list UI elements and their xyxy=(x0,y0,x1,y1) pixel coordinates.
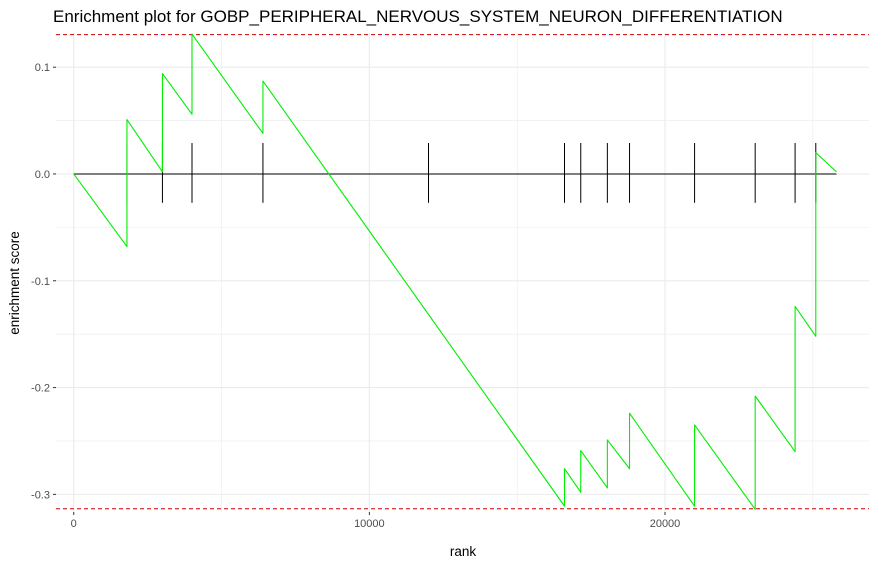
y-tick-label: -0.2 xyxy=(31,383,50,395)
y-axis-ticks: 0.1 0.0 -0.1 -0.2 -0.3 xyxy=(31,62,56,501)
y-tick-label: -0.3 xyxy=(31,489,50,501)
y-tick-label: 0.0 xyxy=(35,169,50,181)
x-tick-label: 10000 xyxy=(354,518,385,530)
y-axis-title: enrichment score xyxy=(7,231,22,335)
running-score-curve xyxy=(73,33,837,510)
minor-gridlines xyxy=(56,33,869,512)
enrichment-curve xyxy=(73,33,837,510)
chart-title: Enrichment plot for GOBP_PERIPHERAL_NERV… xyxy=(53,7,783,26)
x-tick-label: 20000 xyxy=(650,518,681,530)
x-axis-title: rank xyxy=(450,544,477,559)
y-tick-label: 0.1 xyxy=(35,62,50,74)
x-tick-label: 0 xyxy=(71,518,77,530)
x-axis-ticks: 0 10000 20000 xyxy=(71,512,681,530)
y-tick-label: -0.1 xyxy=(31,276,50,288)
